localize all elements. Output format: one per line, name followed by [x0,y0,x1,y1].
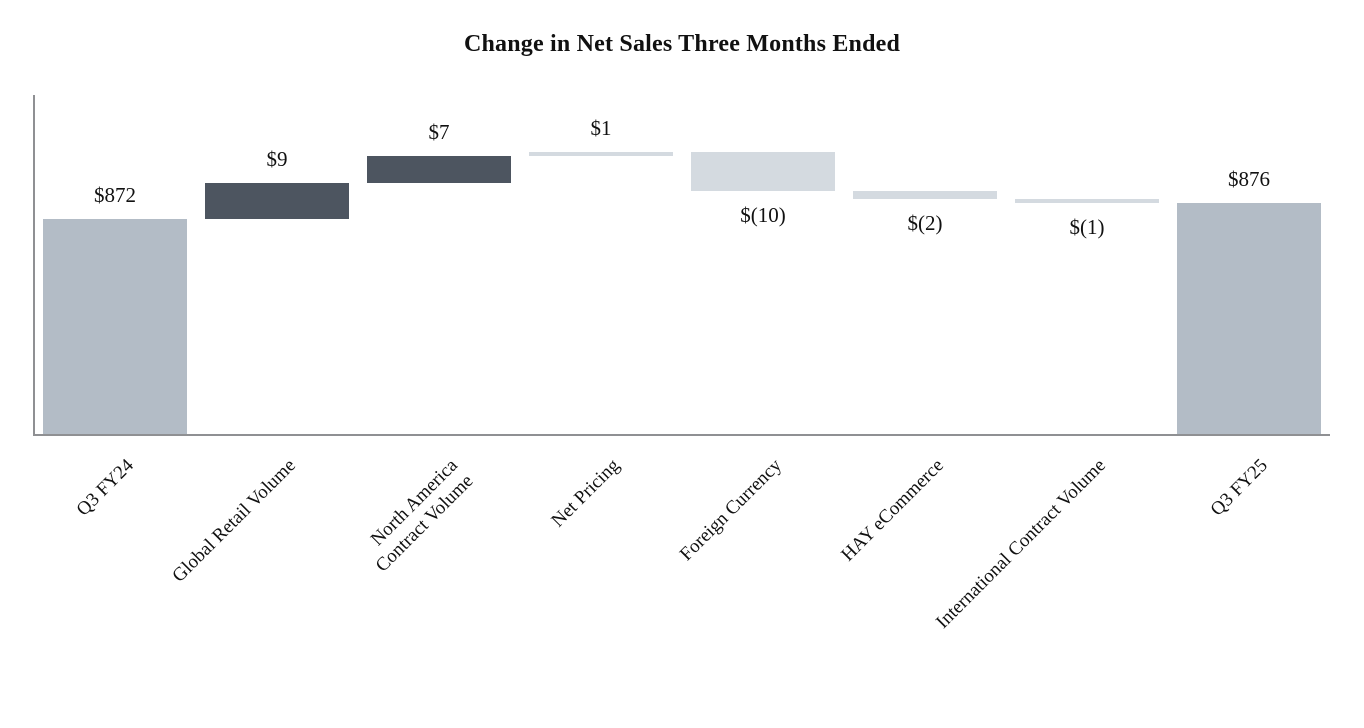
bar-global-retail-volume [205,183,349,219]
value-label-net-pricing: $1 [590,116,612,140]
value-label-foreign-currency: $(10) [740,203,786,227]
bar-north-america-contract-volume [367,156,511,183]
bar-q3-fy24 [43,219,187,434]
y-axis-line [33,95,35,436]
chart-title: Change in Net Sales Three Months Ended [463,31,901,57]
x-axis-line [33,434,1330,436]
x-tick-line: Contract Volume [371,470,478,577]
value-label-q3-fy25: $876 [1228,167,1270,191]
bar-hay-ecommerce [853,191,997,199]
value-label-north-america-contract-volume: $7 [428,120,450,144]
value-label-international-contract-volume: $(1) [1069,215,1105,239]
x-tick-line: Q3 FY24 [72,455,138,521]
bar-net-pricing [529,152,673,156]
bar-international-contract-volume [1015,199,1159,203]
value-label-hay-ecommerce: $(2) [907,211,943,235]
bar-foreign-currency [691,152,835,191]
x-tick-label-q3-fy24: Q3 FY24 [0,455,139,697]
value-label-global-retail-volume: $9 [266,147,288,171]
value-label-q3-fy24: $872 [94,183,136,207]
bar-q3-fy25 [1177,203,1321,434]
